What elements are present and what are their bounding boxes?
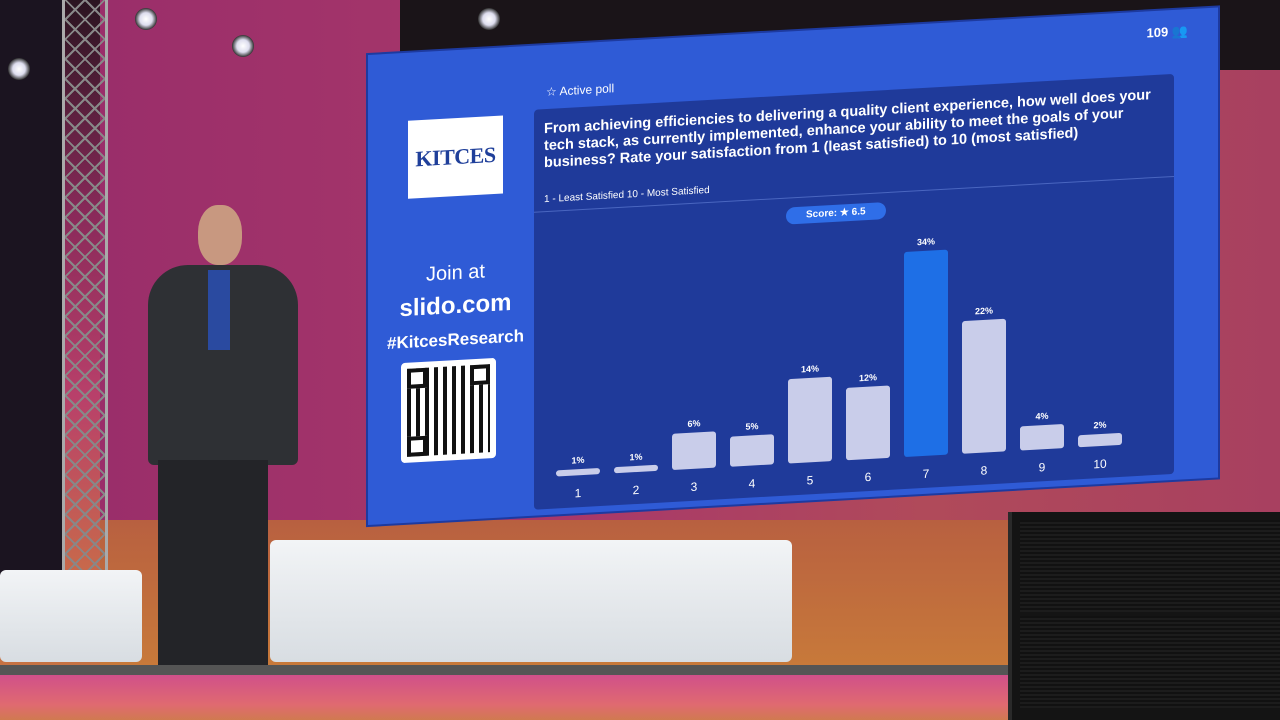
star-outline-icon: ☆ bbox=[546, 84, 560, 100]
join-url: slido.com bbox=[399, 288, 512, 323]
poll-question: From achieving efficiencies to deliverin… bbox=[544, 87, 1151, 172]
slido-join-panel: KITCES Join at slido.com #KitcesResearch bbox=[368, 46, 530, 525]
data-label-10: 2% bbox=[1093, 420, 1106, 431]
bar-3 bbox=[672, 431, 716, 470]
speaker-person bbox=[128, 200, 308, 665]
category-label-5: 5 bbox=[807, 473, 814, 487]
data-label-7: 34% bbox=[917, 236, 935, 247]
category-label-6: 6 bbox=[865, 470, 872, 484]
data-label-6: 12% bbox=[859, 372, 877, 383]
category-label-1: 1 bbox=[575, 486, 582, 500]
data-label-1: 1% bbox=[571, 455, 584, 466]
category-label-9: 9 bbox=[1039, 460, 1046, 474]
active-poll-label: ☆ Active poll bbox=[546, 81, 615, 100]
category-label-4: 4 bbox=[749, 476, 756, 490]
stage-light bbox=[8, 58, 30, 80]
join-label: Join at bbox=[426, 260, 485, 286]
data-label-3: 6% bbox=[687, 418, 700, 429]
data-label-2: 1% bbox=[629, 452, 642, 463]
bar-8 bbox=[962, 318, 1006, 454]
stage-light bbox=[478, 8, 500, 30]
stage-light bbox=[232, 35, 254, 57]
poll-panel: From achieving efficiencies to deliverin… bbox=[534, 73, 1174, 510]
data-label-5: 14% bbox=[801, 363, 819, 374]
bar-5 bbox=[788, 376, 832, 464]
bar-2 bbox=[614, 464, 658, 474]
bar-4 bbox=[730, 434, 774, 467]
category-label-8: 8 bbox=[981, 463, 988, 477]
scale-note: 1 - Least Satisfied 10 - Most Satisfied bbox=[544, 184, 710, 206]
data-label-4: 5% bbox=[745, 421, 758, 432]
data-label-9: 4% bbox=[1035, 411, 1048, 422]
lighting-truss bbox=[62, 0, 108, 575]
category-label-3: 3 bbox=[691, 480, 698, 494]
sofa bbox=[0, 570, 142, 662]
dark-wing bbox=[0, 0, 62, 580]
bar-6 bbox=[846, 385, 890, 461]
participant-count: 109 👥 bbox=[1146, 23, 1188, 41]
bar-1 bbox=[556, 468, 600, 477]
hashtag: #KitcesResearch bbox=[386, 326, 525, 353]
bar-10 bbox=[1078, 432, 1122, 448]
speaker-cabinet bbox=[1008, 512, 1280, 720]
sofa bbox=[270, 540, 792, 662]
bar-7 bbox=[904, 249, 948, 457]
people-icon: 👥 bbox=[1171, 23, 1188, 40]
qr-code bbox=[401, 357, 496, 464]
category-label-10: 10 bbox=[1093, 457, 1107, 472]
bar-9 bbox=[1020, 424, 1064, 451]
results-bar-chart: 1% 1 1% 2 6% 3 5% 4 14% 5 12% 6 34% 7 22% 8 4% 9 2% 10 bbox=[556, 236, 1122, 500]
stage-light bbox=[135, 8, 157, 30]
category-label-2: 2 bbox=[633, 483, 640, 497]
category-label-7: 7 bbox=[923, 467, 930, 481]
kitces-logo: KITCES bbox=[408, 115, 503, 199]
data-label-8: 22% bbox=[975, 305, 993, 316]
projection-screen: KITCES Join at slido.com #KitcesResearch… bbox=[368, 7, 1218, 526]
